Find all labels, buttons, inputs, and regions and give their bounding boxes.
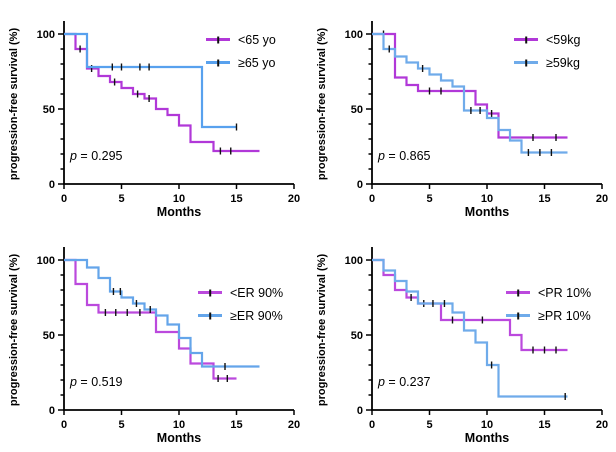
x-axis-label: Months xyxy=(156,431,202,445)
svg-text:50: 50 xyxy=(43,330,55,342)
legend-item: ≥59kg xyxy=(514,51,580,74)
svg-text:0: 0 xyxy=(49,405,55,417)
legend-label: ≥ER 90% xyxy=(230,308,283,323)
p-value-label: p = 0.237 xyxy=(378,375,431,389)
svg-text:0: 0 xyxy=(357,405,363,417)
svg-text:5: 5 xyxy=(118,419,124,431)
legend-label: ≥PR 10% xyxy=(538,308,591,323)
legend: <65 yo ≥65 yo xyxy=(206,28,276,74)
legend-label: <59kg xyxy=(546,32,581,47)
legend-label: ≥59kg xyxy=(546,55,580,70)
svg-text:50: 50 xyxy=(43,104,55,116)
svg-text:0: 0 xyxy=(61,193,67,205)
svg-text:10: 10 xyxy=(481,193,493,205)
legend-item: <65 yo xyxy=(206,28,276,51)
km-plot-age: 0 50 100 0 5 10 15 20 xyxy=(37,21,300,205)
legend-item: <59kg xyxy=(514,28,580,51)
svg-text:0: 0 xyxy=(357,179,363,191)
km-plot-er: 0 50 100 0 5 10 15 20 xyxy=(37,247,300,431)
svg-text:100: 100 xyxy=(345,29,363,41)
x-axis-label: Months xyxy=(464,431,510,445)
legend: <59kg ≥59kg xyxy=(514,28,580,74)
svg-text:100: 100 xyxy=(345,255,363,267)
svg-text:15: 15 xyxy=(538,193,550,205)
censor-tick-icon xyxy=(517,289,519,296)
svg-text:100: 100 xyxy=(37,29,55,41)
legend-marker-line-icon xyxy=(514,36,538,43)
svg-text:5: 5 xyxy=(426,419,432,431)
legend-marker-line-icon xyxy=(198,312,222,319)
x-axis-label: Months xyxy=(464,205,510,219)
legend-marker-line-icon xyxy=(206,59,230,66)
p-value-label: p = 0.519 xyxy=(70,375,123,389)
legend: <PR 10% ≥PR 10% xyxy=(506,281,591,327)
legend-item: <ER 90% xyxy=(198,281,283,304)
svg-text:15: 15 xyxy=(230,193,242,205)
legend: <ER 90% ≥ER 90% xyxy=(198,281,283,327)
censor-tick-icon xyxy=(517,312,519,319)
legend-item: <PR 10% xyxy=(506,281,591,304)
km-plot-weight: 0 50 100 0 5 10 15 20 xyxy=(345,21,608,205)
x-axis-label: Months xyxy=(156,205,202,219)
legend-marker-line-icon xyxy=(506,289,530,296)
svg-text:100: 100 xyxy=(37,255,55,267)
svg-text:20: 20 xyxy=(288,419,300,431)
p-value-label: p = 0.295 xyxy=(70,149,123,163)
legend-item: ≥65 yo xyxy=(206,51,276,74)
km-panel-pr: progression-free survival (%) 0 50 100 0 5 10… xyxy=(308,226,616,452)
censor-tick-icon xyxy=(217,36,219,43)
svg-text:15: 15 xyxy=(538,419,550,431)
svg-text:0: 0 xyxy=(369,419,375,431)
km-panel-weight: progression-free survival (%) 0 50 100 0 5 10… xyxy=(308,0,616,226)
legend-marker-line-icon xyxy=(514,59,538,66)
svg-text:15: 15 xyxy=(230,419,242,431)
svg-text:10: 10 xyxy=(173,193,185,205)
svg-text:50: 50 xyxy=(351,330,363,342)
legend-item: ≥ER 90% xyxy=(198,304,283,327)
svg-text:20: 20 xyxy=(288,193,300,205)
p-value-label: p = 0.865 xyxy=(378,149,431,163)
svg-text:10: 10 xyxy=(173,419,185,431)
km-plot-pr: 0 50 100 0 5 10 15 20 xyxy=(345,247,608,431)
legend-label: <65 yo xyxy=(238,32,276,47)
svg-text:5: 5 xyxy=(118,193,124,205)
legend-label: <ER 90% xyxy=(230,285,284,300)
legend-label: ≥65 yo xyxy=(238,55,276,70)
censor-tick-icon xyxy=(209,312,211,319)
km-panel-er: progression-free survival (%) 0 50 100 0 5 10… xyxy=(0,226,308,452)
legend-item: ≥PR 10% xyxy=(506,304,591,327)
legend-label: <PR 10% xyxy=(538,285,592,300)
censor-tick-icon xyxy=(525,36,527,43)
svg-text:20: 20 xyxy=(596,419,608,431)
censor-tick-icon xyxy=(217,59,219,66)
svg-text:5: 5 xyxy=(426,193,432,205)
legend-marker-line-icon xyxy=(198,289,222,296)
legend-marker-line-icon xyxy=(506,312,530,319)
censor-tick-icon xyxy=(525,59,527,66)
legend-marker-line-icon xyxy=(206,36,230,43)
km-panel-age: progression-free survival (%) 0 50 100 0 5 10… xyxy=(0,0,308,226)
svg-text:50: 50 xyxy=(351,104,363,116)
svg-text:0: 0 xyxy=(369,193,375,205)
svg-text:10: 10 xyxy=(481,419,493,431)
censor-tick-icon xyxy=(209,289,211,296)
svg-text:20: 20 xyxy=(596,193,608,205)
svg-text:0: 0 xyxy=(61,419,67,431)
svg-text:0: 0 xyxy=(49,179,55,191)
